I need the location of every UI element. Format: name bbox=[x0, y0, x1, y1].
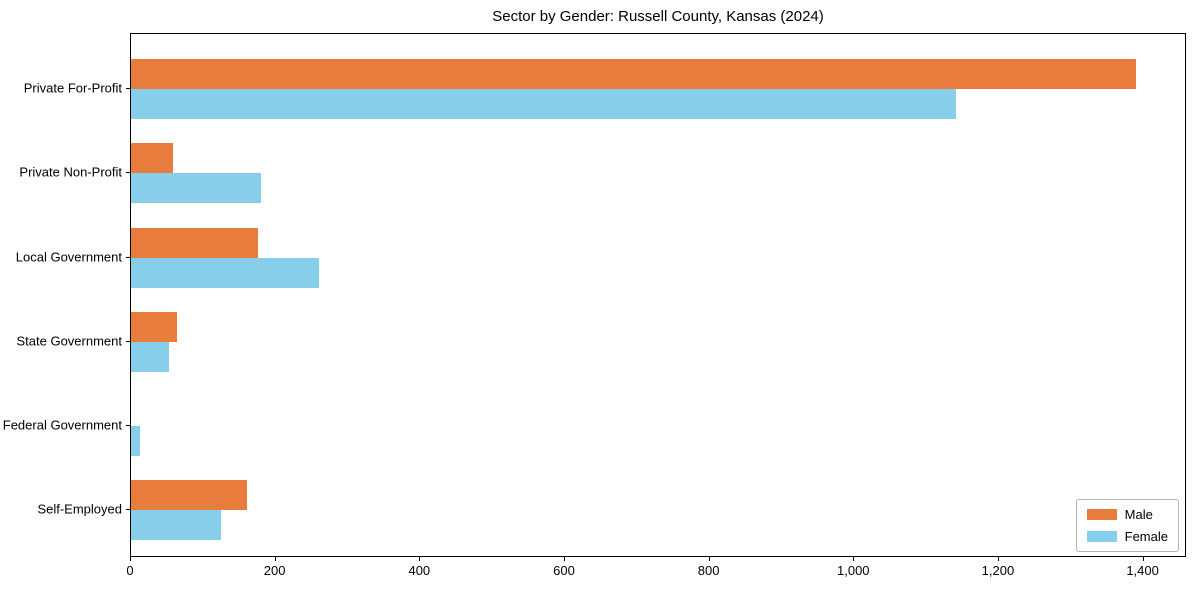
x-tick-mark-800 bbox=[708, 557, 710, 561]
y-axis-label-state-government: State Government bbox=[16, 333, 123, 349]
legend-swatch-male bbox=[1086, 509, 1117, 520]
x-tick-label-1000: 1,000 bbox=[837, 563, 870, 578]
bar-male-local-government bbox=[131, 227, 259, 258]
y-tick-mark-self-employed bbox=[126, 509, 130, 510]
bar-male-private-non-profit bbox=[131, 143, 173, 174]
bar-female-private-non-profit bbox=[131, 173, 262, 204]
legend-label-female: Female bbox=[1124, 529, 1168, 544]
x-tick-label-200: 200 bbox=[263, 563, 286, 578]
bar-female-federal-government bbox=[131, 425, 140, 456]
x-tick-label-800: 800 bbox=[697, 563, 720, 578]
y-axis-label-local-government: Local Government bbox=[15, 249, 122, 265]
y-tick-mark-state-government bbox=[126, 340, 130, 342]
x-tick-mark-1200 bbox=[997, 557, 999, 561]
x-tick-mark-1000 bbox=[853, 557, 855, 561]
x-tick-label-0: 0 bbox=[126, 563, 134, 578]
y-axis-label-self-employed: Self-Employed bbox=[37, 501, 122, 517]
x-tick-label-600: 600 bbox=[553, 563, 575, 578]
y-axis-label-private-for-profit: Private For-Profit bbox=[23, 80, 122, 96]
y-axis-label-federal-government: Federal Government bbox=[2, 417, 122, 433]
bar-male-private-for-profit bbox=[131, 59, 1137, 90]
legend-label-male: Male bbox=[1124, 507, 1153, 522]
bar-female-state-government bbox=[131, 341, 169, 372]
bar-female-private-for-profit bbox=[131, 89, 956, 120]
legend-entry-male: Male bbox=[1086, 507, 1168, 522]
x-tick-mark-600 bbox=[563, 557, 565, 561]
x-tick-label-400: 400 bbox=[408, 563, 431, 578]
bar-male-state-government bbox=[131, 311, 178, 342]
x-tick-mark-0 bbox=[130, 557, 131, 561]
legend-entry-female: Female bbox=[1086, 529, 1168, 544]
x-tick-mark-1400 bbox=[1142, 557, 1144, 561]
chart-title: Sector by Gender: Russell County, Kansas… bbox=[492, 8, 824, 25]
bar-female-local-government bbox=[131, 257, 320, 288]
bar-male-self-employed bbox=[131, 480, 247, 510]
y-tick-mark-local-government bbox=[126, 256, 130, 258]
plot-area: Male Female bbox=[130, 33, 1186, 557]
y-tick-mark-private-non-profit bbox=[126, 172, 130, 174]
y-tick-mark-private-for-profit bbox=[126, 88, 130, 90]
x-tick-mark-200 bbox=[274, 557, 276, 561]
legend: Male Female bbox=[1075, 499, 1179, 552]
x-tick-mark-400 bbox=[419, 557, 421, 561]
bar-female-self-employed bbox=[131, 510, 222, 540]
y-axis-label-private-non-profit: Private Non-Profit bbox=[19, 164, 122, 180]
x-tick-label-1400: 1,400 bbox=[1126, 563, 1159, 578]
y-tick-mark-federal-government bbox=[126, 424, 130, 426]
legend-swatch-female bbox=[1086, 531, 1117, 542]
x-tick-label-1200: 1,200 bbox=[981, 563, 1015, 578]
